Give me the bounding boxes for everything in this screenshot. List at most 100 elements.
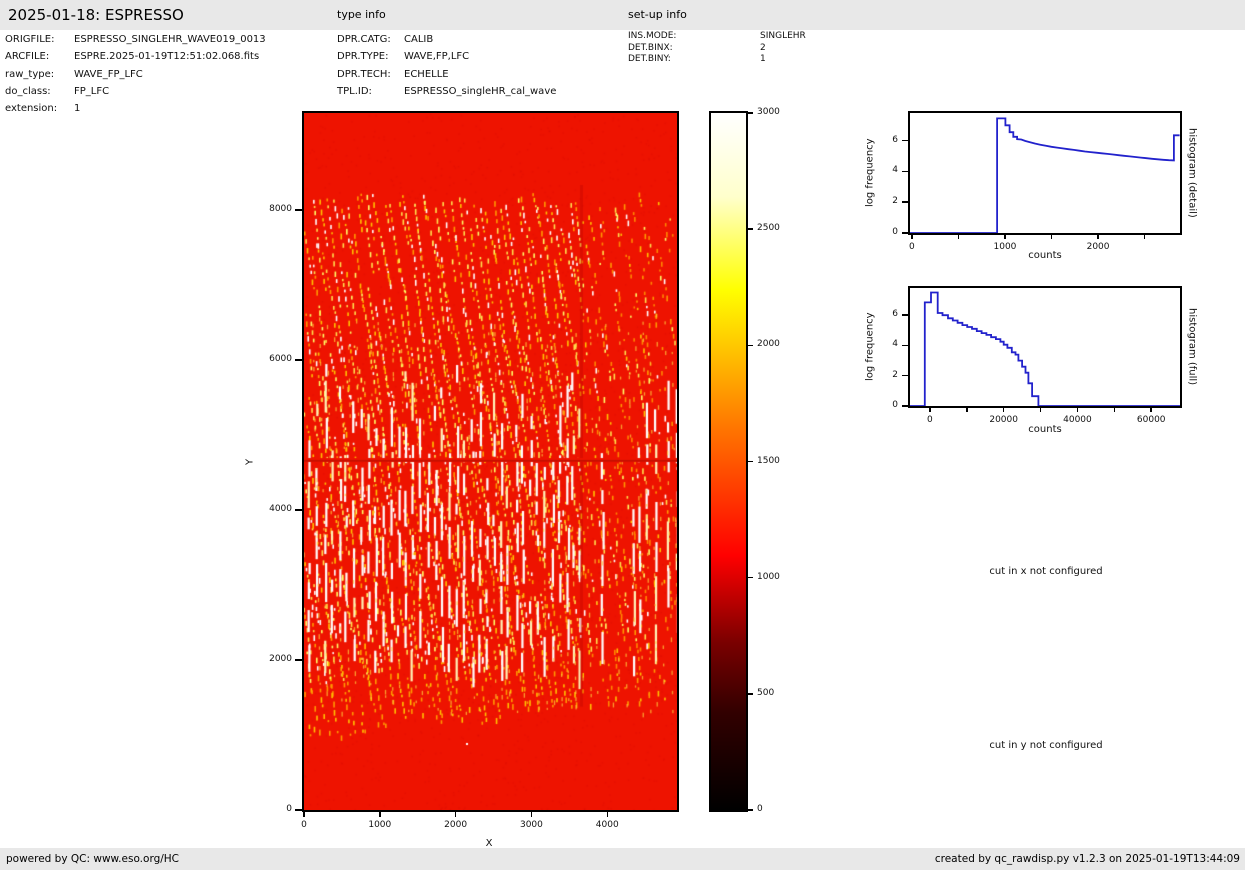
x-tick-label: 4000	[595, 820, 619, 830]
x-tick-label: 0	[301, 820, 307, 830]
type-info-block: DPR.CATG: CALIB DPR.TYPE: WAVE,FP,LFC DPR.TE…	[337, 31, 556, 100]
colorbar-tick-label: 1500	[757, 455, 780, 466]
meta-label: extension:	[5, 103, 58, 115]
x-tick-label: 2000	[444, 820, 468, 830]
meta-value: ECHELLE	[404, 68, 449, 80]
x-tick	[966, 406, 968, 412]
y-tick-label: 4000	[269, 503, 292, 514]
meta-label: TPL.ID:	[337, 85, 372, 97]
meta-value: ESPRESSO_singleHR_cal_wave	[404, 85, 557, 97]
meta-row: extension: 1	[5, 100, 266, 117]
y-tick	[902, 201, 908, 203]
colorbar-tick	[746, 112, 753, 114]
colorbar-tick-label: 2500	[757, 223, 780, 234]
x-tick-label: 60000	[1136, 415, 1166, 425]
x-tick	[929, 406, 931, 412]
x-tick	[1143, 233, 1146, 239]
file-info-block: ORIGFILE: ESPRESSO_SINGLEHR_WAVE019_0013 A…	[5, 31, 266, 117]
y-tick-label: 4	[892, 165, 898, 176]
x-tick-label: 3000	[519, 820, 543, 830]
cut-y-message: cut in y not configured	[989, 740, 1103, 751]
meta-row: DPR.TECH: ECHELLE	[337, 66, 556, 83]
meta-row: DPR.CATG: CALIB	[337, 31, 556, 48]
x-tick-label: 1000	[368, 820, 392, 830]
x-tick	[454, 810, 457, 817]
meta-row: TPL.ID: ESPRESSO_singleHR_cal_wave	[337, 83, 556, 100]
main-y-axis-label: Y	[244, 458, 256, 465]
histogram_full-line	[910, 291, 1180, 406]
meta-value: CALIB	[404, 34, 434, 45]
y-tick	[902, 139, 908, 142]
meta-value: 2	[760, 42, 766, 53]
meta-row: do_class: FP_LFC	[5, 83, 266, 100]
colorbar	[709, 111, 748, 812]
colorbar-tick	[746, 576, 753, 579]
colorbar-tick-label: 0	[757, 804, 763, 814]
histogram_detail-line	[910, 117, 1180, 233]
setup-info-block: INS.MODE: SINGLEHR DET.BINX: 2 DET.BINY: 1	[628, 31, 806, 66]
raw-image-canvas	[304, 113, 677, 810]
y-tick-label: 2	[892, 369, 898, 380]
meta-label: INS.MODE:	[628, 31, 677, 41]
colorbar-tick-label: 1000	[757, 571, 780, 582]
y-tick	[295, 659, 302, 661]
meta-label: DET.BINY:	[628, 54, 671, 65]
colorbar-tick	[746, 809, 753, 811]
meta-value: WAVE,FP,LFC	[404, 51, 470, 63]
cut-x-message: cut in x not configured	[989, 566, 1103, 577]
y-tick-label: 2000	[269, 653, 292, 664]
x-tick	[1097, 233, 1099, 239]
colorbar-tick	[746, 460, 753, 463]
meta-row: ARCFILE: ESPRE.2025-01-19T12:51:02.068.fi…	[5, 48, 266, 65]
histogram-full-plot	[908, 286, 1182, 408]
x-tick-label: 0	[908, 242, 915, 252]
meta-label: ARCFILE:	[5, 51, 50, 63]
x-tick	[606, 810, 608, 817]
y-tick-label: 8000	[269, 203, 292, 214]
meta-row: raw_type: WAVE_FP_LFC	[5, 66, 266, 83]
y-tick	[902, 314, 908, 316]
x-tick	[1076, 406, 1079, 412]
y-tick	[295, 509, 302, 511]
meta-row: DET.BINY: 1	[628, 54, 806, 66]
y-tick	[902, 170, 908, 173]
meta-row: ORIGFILE: ESPRESSO_SINGLEHR_WAVE019_0013	[5, 31, 266, 48]
meta-value: 1	[74, 103, 81, 115]
meta-row: DET.BINX: 2	[628, 43, 806, 55]
x-tick	[1002, 406, 1005, 412]
y-tick	[902, 232, 908, 234]
y-tick-label: 0	[892, 400, 898, 410]
footer-band	[0, 848, 1245, 870]
meta-value: 1	[760, 54, 766, 65]
colorbar-tick-label: 2000	[757, 339, 780, 350]
histogram_detail-line-svg	[910, 117, 1180, 233]
meta-row: INS.MODE: SINGLEHR	[628, 31, 806, 43]
colorbar-tick-label: 500	[757, 687, 775, 698]
hist-detail-x-label: counts	[1028, 250, 1062, 261]
type-info-header: type info	[337, 8, 386, 21]
colorbar-gradient	[711, 113, 746, 810]
hist-full-x-label: counts	[1028, 424, 1062, 435]
y-tick	[295, 359, 302, 361]
meta-value: ESPRE.2025-01-19T12:51:02.068.fits	[74, 51, 260, 63]
meta-value: WAVE_FP_LFC	[74, 68, 143, 80]
meta-label: ORIGFILE:	[5, 34, 55, 45]
meta-label: raw_type:	[5, 68, 55, 80]
y-tick-label: 6	[892, 134, 898, 145]
x-tick	[303, 810, 305, 817]
x-tick-label: 0	[927, 415, 933, 425]
y-tick-label: 6	[892, 309, 898, 320]
page-title: 2025-01-18: ESPRESSO	[8, 6, 184, 24]
histogram-detail-plot	[908, 111, 1182, 235]
x-tick	[1004, 233, 1006, 239]
hist-detail-y-label: log frequency	[864, 138, 876, 208]
x-tick	[957, 233, 960, 239]
hist-full-y-label: log frequency	[864, 312, 876, 382]
setup-info-header: set-up info	[628, 8, 687, 21]
y-tick	[902, 405, 908, 407]
y-tick-label: 6000	[269, 353, 292, 364]
colorbar-tick	[746, 228, 753, 230]
footer-left-text: powered by QC: www.eso.org/HC	[6, 853, 180, 865]
colorbar-tick	[746, 693, 753, 695]
